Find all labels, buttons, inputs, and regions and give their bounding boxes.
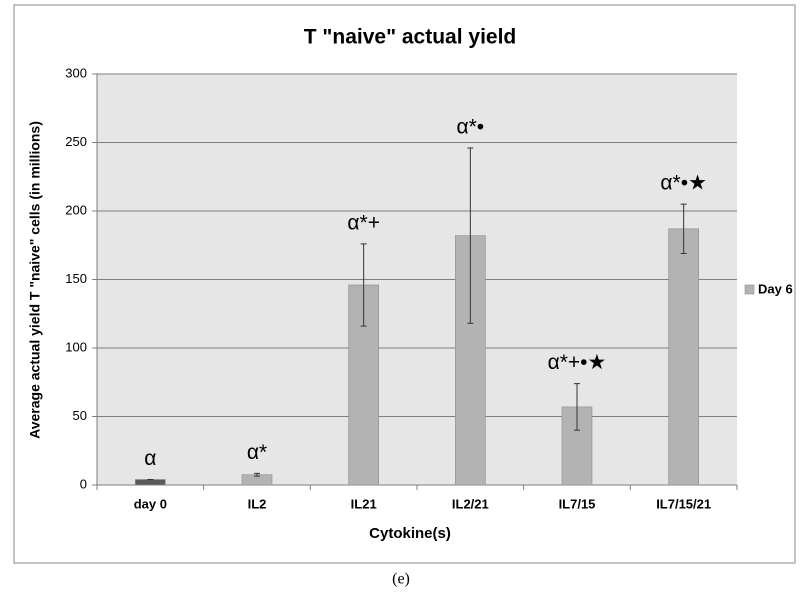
y-axis-label: Average actual yield T "naive" cells (in… xyxy=(27,121,43,439)
y-tick-label: 250 xyxy=(65,134,87,149)
x-tick-label: IL21 xyxy=(351,496,377,511)
chart-title: T "naive" actual yield xyxy=(304,26,517,49)
x-tick-label: day 0 xyxy=(134,496,167,511)
x-tick-label: IL2/21 xyxy=(452,496,489,511)
y-tick-label: 0 xyxy=(80,476,87,491)
y-tick-label: 50 xyxy=(73,408,87,423)
x-tick-label: IL7/15/21 xyxy=(656,496,711,511)
annotation: α*+•★ xyxy=(548,351,607,374)
bar xyxy=(668,228,699,486)
y-tick-label: 100 xyxy=(65,339,87,354)
caption: (e) xyxy=(392,571,410,588)
x-tick-label: IL7/15 xyxy=(559,496,596,511)
annotation: α*+ xyxy=(347,211,380,234)
x-axis-label: Cytokine(s) xyxy=(369,525,451,542)
annotation: α* xyxy=(247,441,267,464)
y-tick-label: 300 xyxy=(65,65,87,80)
y-tick-label: 200 xyxy=(65,202,87,217)
x-tick-label: IL2 xyxy=(248,496,267,511)
annotation: α*•★ xyxy=(660,172,707,195)
y-tick-label: 150 xyxy=(65,271,87,286)
annotation: α*• xyxy=(456,116,484,139)
bar xyxy=(135,479,166,486)
legend-swatch xyxy=(744,284,755,295)
legend-label: Day 6 xyxy=(758,281,793,296)
annotation: α xyxy=(144,447,156,470)
